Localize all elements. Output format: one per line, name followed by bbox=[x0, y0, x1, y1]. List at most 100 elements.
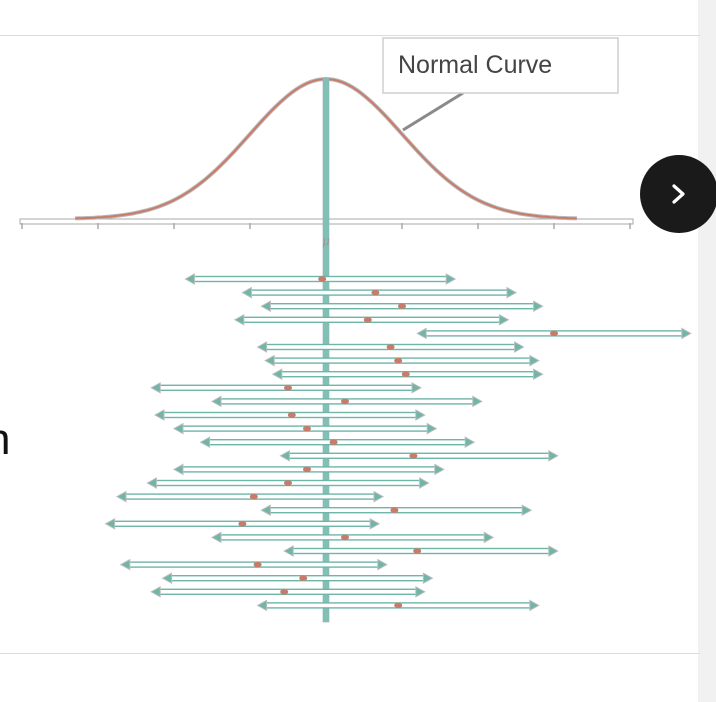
interval-left-arrow bbox=[210, 395, 222, 408]
point-estimate bbox=[363, 317, 372, 323]
interval-right-arrow bbox=[411, 381, 423, 394]
interval-left-arrow bbox=[199, 436, 211, 449]
interval-right-arrow bbox=[419, 477, 430, 489]
next-button[interactable] bbox=[640, 155, 716, 233]
interval-right-arrow bbox=[548, 449, 559, 462]
interval-left-arrow bbox=[260, 504, 271, 517]
confidence-interval bbox=[210, 531, 495, 544]
interval-right-arrow bbox=[529, 599, 540, 612]
interval-right-arrow bbox=[434, 463, 445, 476]
bottom-divider bbox=[0, 653, 700, 654]
interval-left-arrow bbox=[233, 313, 245, 326]
interval-left-arrow bbox=[283, 545, 294, 557]
confidence-interval bbox=[279, 449, 559, 462]
point-estimate bbox=[253, 561, 262, 568]
point-estimate bbox=[341, 398, 349, 405]
confidence-interval bbox=[150, 381, 423, 394]
interval-left-arrow bbox=[260, 300, 271, 313]
cropped-text: n bbox=[0, 418, 10, 462]
interval-left-arrow bbox=[172, 422, 184, 435]
confidence-interval bbox=[146, 477, 430, 489]
callout-label: Normal Curve bbox=[398, 51, 552, 79]
confidence-interval bbox=[264, 354, 540, 367]
interval-left-arrow bbox=[210, 531, 222, 544]
confidence-interval bbox=[233, 313, 510, 326]
point-estimate bbox=[409, 453, 418, 459]
interval-right-arrow bbox=[464, 436, 476, 449]
point-estimate bbox=[303, 425, 311, 432]
point-estimate bbox=[303, 466, 311, 473]
interval-right-arrow bbox=[483, 531, 495, 544]
interval-right-arrow bbox=[506, 286, 518, 299]
interval-left-arrow bbox=[256, 341, 268, 353]
axis-ticks bbox=[21, 223, 631, 229]
confidence-interval bbox=[184, 273, 457, 285]
interval-right-arrow bbox=[426, 422, 438, 435]
interval-right-arrow bbox=[472, 395, 483, 408]
confidence-interval bbox=[256, 599, 540, 612]
interval-left-arrow bbox=[150, 381, 161, 394]
interval-left-arrow bbox=[104, 517, 116, 530]
interval-left-arrow bbox=[241, 286, 252, 299]
interval-bar bbox=[285, 452, 553, 459]
interval-left-arrow bbox=[184, 273, 195, 285]
confidence-interval bbox=[241, 286, 518, 299]
top-divider bbox=[0, 35, 700, 36]
point-estimate bbox=[299, 575, 308, 581]
point-estimate bbox=[280, 589, 289, 595]
confidence-interval bbox=[172, 422, 438, 435]
interval-right-arrow bbox=[533, 300, 544, 313]
point-estimate bbox=[284, 480, 292, 486]
callout-pointer bbox=[402, 91, 464, 132]
point-estimate bbox=[287, 412, 296, 418]
point-estimate bbox=[390, 507, 399, 513]
interval-right-arrow bbox=[445, 273, 457, 285]
confidence-interval bbox=[172, 463, 445, 476]
point-estimate bbox=[341, 534, 349, 541]
interval-right-arrow bbox=[529, 354, 540, 367]
point-estimate bbox=[394, 602, 403, 609]
interval-right-arrow bbox=[533, 368, 544, 381]
interval-left-arrow bbox=[146, 477, 157, 489]
interval-right-arrow bbox=[498, 313, 510, 326]
confidence-interval bbox=[161, 572, 434, 585]
interval-left-arrow bbox=[416, 327, 427, 340]
point-estimate bbox=[318, 276, 327, 282]
confidence-interval bbox=[260, 504, 533, 517]
point-estimate bbox=[398, 303, 406, 310]
interval-bar bbox=[167, 575, 428, 582]
confidence-interval bbox=[271, 368, 544, 381]
interval-bar bbox=[217, 534, 488, 541]
interval-left-arrow bbox=[150, 585, 161, 598]
interval-right-arrow bbox=[521, 504, 533, 517]
point-estimate bbox=[550, 330, 558, 337]
confidence-interval bbox=[199, 436, 476, 449]
point-estimate bbox=[371, 289, 380, 296]
confidence-interval bbox=[283, 545, 559, 557]
confidence-interval bbox=[256, 341, 525, 353]
confidence-interval bbox=[260, 300, 544, 313]
interval-list bbox=[104, 273, 692, 612]
interval-right-arrow bbox=[681, 327, 692, 340]
interval-left-arrow bbox=[264, 354, 275, 367]
confidence-interval bbox=[119, 558, 388, 571]
interval-right-arrow bbox=[377, 558, 388, 571]
mu-label: μ bbox=[322, 234, 330, 248]
confidence-interval bbox=[104, 517, 381, 530]
interval-left-arrow bbox=[279, 449, 290, 462]
point-estimate bbox=[386, 344, 395, 350]
point-estimate bbox=[284, 385, 292, 391]
point-estimate bbox=[238, 521, 247, 527]
point-estimate bbox=[249, 493, 258, 500]
interval-right-arrow bbox=[422, 572, 434, 585]
point-estimate bbox=[401, 371, 410, 378]
interval-left-arrow bbox=[115, 490, 127, 503]
interval-right-arrow bbox=[415, 409, 426, 421]
chevron-right-icon bbox=[672, 184, 685, 204]
confidence-interval bbox=[416, 327, 692, 340]
callout-box bbox=[382, 37, 619, 94]
confidence-interval bbox=[150, 585, 426, 598]
interval-left-arrow bbox=[172, 463, 184, 476]
